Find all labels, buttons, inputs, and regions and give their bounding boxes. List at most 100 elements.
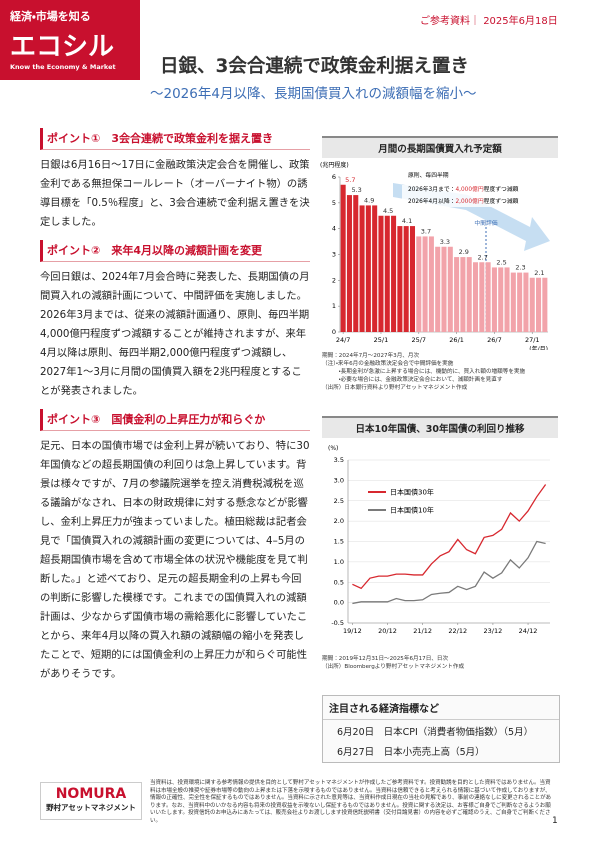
- x-tick-label: 26/1: [449, 336, 464, 344]
- indicator-item: 6月20日 日本CPI（消費者物価指数）（5月）: [337, 727, 534, 738]
- review-label: 中間評価: [474, 219, 497, 227]
- brand: NOMURA: [55, 786, 127, 802]
- value-label: 2.3: [515, 264, 525, 272]
- x-tick-label: 22/12: [448, 627, 467, 635]
- note: 期間：2019年12月31日～2025年6月17日、日次: [322, 656, 449, 662]
- y-tick-label: 3.0: [334, 476, 344, 484]
- x-tick-label: 27/1: [525, 336, 540, 344]
- bar: [542, 277, 548, 332]
- annotation: 2026年4月以降：2,000億円程度ずつ減額: [408, 197, 519, 205]
- bar: [523, 272, 529, 332]
- y-tick-label: -0.5: [331, 619, 344, 627]
- note: 期間：2024年7月～2027年3月、月次: [322, 353, 420, 359]
- y-tick-label: 6: [332, 173, 336, 181]
- page-number: 1: [552, 816, 558, 826]
- bar: [479, 262, 485, 332]
- indicator-box: 注目される経済指標など 6月20日 日本CPI（消費者物価指数）（5月） 6月2…: [322, 695, 560, 763]
- value-label: 2.9: [459, 248, 469, 256]
- value-label: 4.1: [402, 217, 412, 225]
- chart: (%) -0.5 0.0 0.5 1.0 1.5 2.0 2.5 3.0 3.5 19/12 20/1…: [328, 445, 550, 635]
- y-tick-label: 0.5: [334, 578, 344, 586]
- y-tick-label: 4: [332, 225, 336, 233]
- value-label: 4.9: [364, 196, 374, 204]
- bar: [353, 195, 359, 332]
- annotation: 2026年3月まで：4,000億円程度ずつ減額: [408, 185, 519, 193]
- annotation-part: 程度ずつ減額: [484, 197, 519, 205]
- y-tick-label: 1.5: [334, 538, 344, 546]
- annotation: 原則、毎四半期: [408, 171, 449, 179]
- value-label: 4.5: [383, 207, 393, 215]
- x-tick-label: 20/12: [378, 627, 397, 635]
- annotation-part: 2,000億円: [455, 197, 483, 205]
- bar: [485, 262, 491, 332]
- bar: [428, 236, 434, 332]
- disclaimer: 当資料は、投資環境に関する参考情報の提供を目的として野村アセットマネジメントが作…: [150, 780, 552, 824]
- bar: [491, 267, 497, 332]
- bar: [529, 277, 535, 332]
- point-heading: ポイント② 来年4月以降の減額計画を変更: [40, 240, 310, 262]
- annotation-bg: [402, 185, 548, 207]
- bar: [466, 257, 472, 332]
- value-label: 2.5: [496, 258, 506, 266]
- notes: 期間：2024年7月～2027年3月、月次 （注）・来年6月の金融政策決定会合で中…: [322, 352, 562, 392]
- chart: (兆円程度) 0 1 2 3 4 5 6 24/7 25/1 25/7 26/1 26/7 27/1(年/…: [320, 161, 550, 350]
- value-label: 2.1: [534, 269, 544, 277]
- bar: [365, 205, 371, 332]
- x-tick-label: 23/12: [484, 627, 503, 635]
- notes: 期間：2019年12月31日～2025年6月17日、日次 （出所）Bloomber…: [322, 655, 562, 671]
- bar: [498, 267, 504, 332]
- brand-box: NOMURA 野村アセットマネジメント: [40, 782, 142, 820]
- point-heading: ポイント③ 国債金利の上昇圧力が和らぐか: [40, 409, 310, 431]
- logo: エコシル: [10, 32, 115, 62]
- y-tick-label: 1.0: [334, 558, 344, 566]
- value-label: 3.3: [440, 238, 450, 246]
- indicator-title: 注目される経済指標など: [323, 696, 559, 720]
- bar: [409, 226, 416, 332]
- indicator-item: 6月27日 日本小売売上高（5月）: [337, 747, 485, 758]
- y-tick-label: 0: [332, 328, 336, 336]
- bar: [340, 184, 346, 332]
- point-text: 今回日銀は、2024年7月会合時に発表した、長期国債の月間買入れの減額計画につい…: [40, 271, 310, 397]
- left-column: ポイント① 3会合連続で政策金利を据え置き 日銀は6月16日～17日に金融政策決定…: [40, 122, 310, 692]
- x-axis-label: (年/月): [529, 345, 548, 350]
- doc-type-text: ご参考資料: [420, 16, 470, 27]
- bar: [422, 236, 428, 332]
- bar: [403, 226, 409, 332]
- bar: [472, 262, 479, 332]
- bar: [517, 272, 523, 332]
- line-series: [352, 540, 546, 605]
- y-tick-label: 0.0: [334, 599, 344, 607]
- doc-type: ご参考資料｜ 2025年6月18日: [420, 16, 558, 27]
- note: （出所）日本銀行資料より野村アセットマネジメント作成: [322, 385, 468, 391]
- date: 2025年6月18日: [483, 16, 558, 27]
- legend-label: 日本国債30年: [390, 488, 434, 497]
- bar: [359, 205, 365, 332]
- point-text: 日銀は6月16日～17日に金融政策決定会合を開催し、政策金利である無担保コールレ…: [40, 159, 310, 228]
- point-text: 足元、日本の国債市場では金利上昇が続いており、特に30年国債などの超長期国債の利…: [40, 440, 310, 680]
- x-tick-label: 26/7: [487, 336, 502, 344]
- company: 野村アセットマネジメント: [46, 803, 136, 812]
- y-tick-label: 2.5: [334, 497, 344, 505]
- bar: [536, 277, 542, 332]
- logo-sub: Know the Economy & Market: [10, 63, 116, 71]
- bar: [441, 246, 447, 332]
- legend-label: 日本国債10年: [390, 506, 434, 515]
- logo-box: 経済・市場を知る エコシル Know the Economy & Market: [0, 0, 140, 80]
- value-label: 5.3: [351, 186, 361, 194]
- y-tick-label: 3: [332, 251, 336, 259]
- x-tick-label: 24/12: [519, 627, 538, 635]
- y-axis-label: (兆円程度): [320, 161, 349, 169]
- line-series: [352, 484, 547, 590]
- value-label: 2.7: [478, 253, 488, 261]
- chart-title: 月間の長期国債買入れ予定額: [322, 136, 558, 158]
- title: 日銀、3会合連続で政策金利据え置き: [160, 56, 469, 77]
- note: （注）・来年6月の金融政策決定会合で中間評価を実施: [322, 361, 454, 367]
- y-tick-label: 2.0: [334, 517, 344, 525]
- bar: [510, 272, 516, 332]
- value-label: 5.7: [345, 176, 355, 184]
- x-tick-label: 24/7: [336, 336, 351, 344]
- y-tick-label: 1: [332, 302, 336, 310]
- bar: [447, 246, 453, 332]
- annotation-part: 程度ずつ減額: [484, 185, 519, 193]
